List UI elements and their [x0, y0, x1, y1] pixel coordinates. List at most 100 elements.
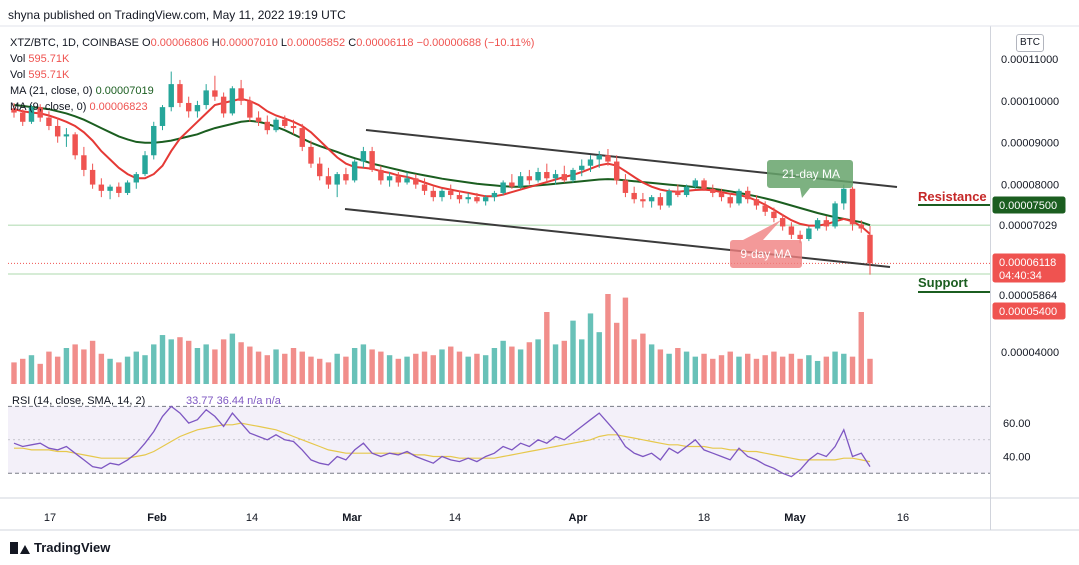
candle-body	[762, 205, 768, 212]
ma21-callout-bubble	[767, 160, 853, 198]
volume-bar	[692, 356, 699, 384]
candle-body	[692, 180, 699, 187]
candle-body	[736, 190, 742, 204]
volume-bar	[849, 356, 856, 384]
volume-bar	[500, 340, 506, 384]
candle-body	[238, 88, 244, 101]
volume-bar	[753, 358, 760, 384]
x-tick-label: 14	[449, 512, 461, 524]
volume-bar	[404, 356, 410, 384]
volume-bar	[386, 355, 393, 384]
ma9-callout-label: 9-day MA	[740, 247, 791, 261]
volume-bar	[107, 358, 113, 384]
candle-body	[858, 224, 864, 229]
candle-body	[727, 197, 733, 204]
volume-bar	[168, 339, 174, 384]
candle-body	[587, 159, 594, 166]
candle-body	[63, 134, 70, 137]
candle-body	[605, 155, 611, 162]
volume-bar	[308, 356, 314, 384]
ma21-line	[13, 104, 871, 227]
support-label: Support	[918, 275, 968, 290]
volume-bar	[413, 353, 419, 384]
volume-bar	[535, 339, 541, 384]
candle-body	[290, 125, 297, 129]
candle-body	[46, 117, 52, 126]
candle-body	[351, 161, 358, 181]
vol1-label: Vol	[10, 53, 26, 65]
volume-bar	[421, 351, 428, 384]
x-tick-label: 18	[698, 512, 710, 524]
candle-body	[273, 119, 279, 131]
candle-body	[37, 107, 43, 118]
volume-bar	[474, 353, 480, 384]
volume-bar	[334, 353, 340, 384]
volume-bar	[360, 344, 367, 384]
volume-bar	[841, 353, 847, 384]
volume-bar	[72, 344, 78, 384]
volume-bar	[290, 348, 297, 384]
rsi-legend-values: 33.77 36.44 n/a n/a	[186, 395, 282, 407]
candle-body	[203, 90, 209, 106]
volume-bar	[797, 358, 803, 384]
ohlc-c: 0.00006118	[356, 37, 414, 49]
volume-bar	[613, 322, 620, 384]
vol-legend-1: Vol 595.71K	[10, 53, 69, 65]
volume-bar	[351, 348, 358, 384]
candle-body	[308, 146, 314, 164]
volume-bar	[395, 358, 402, 384]
vol1-value: 595.71K	[28, 53, 70, 65]
volume-bar	[596, 332, 602, 384]
candle-body	[832, 203, 838, 227]
volume-bar	[509, 346, 515, 384]
candle-body	[168, 84, 174, 108]
symbol-line: XTZ/BTC, 1D, COINBASE	[10, 37, 139, 49]
brand-label: TradingView	[34, 540, 111, 555]
volume-bar	[675, 348, 681, 384]
ma9-line	[13, 97, 871, 235]
candle-body	[89, 169, 96, 185]
candle-body	[81, 155, 87, 170]
candle-body	[20, 112, 26, 122]
volume-bar	[369, 349, 375, 384]
ma21-label: MA (21, close, 0)	[10, 85, 93, 97]
volume-bar	[28, 355, 35, 384]
currency-button[interactable]: BTC	[1016, 34, 1044, 52]
candle-body	[247, 100, 253, 118]
volume-bar	[212, 349, 218, 384]
rsi-tick-label: 40.00	[1003, 452, 1031, 464]
volume-bar	[151, 344, 157, 384]
volume-bar	[710, 358, 716, 384]
ohlc-c-label: C	[348, 37, 357, 49]
volume-bar	[317, 358, 323, 384]
volume-bar	[779, 356, 786, 384]
candle-body	[386, 176, 393, 181]
volume-bar	[194, 348, 201, 384]
candle-body	[107, 186, 113, 191]
candle-body	[753, 199, 760, 206]
tradingview-brand[interactable]: TradingView	[10, 540, 110, 555]
candle-body	[98, 184, 105, 191]
price-axis-label-bg	[992, 253, 1066, 283]
x-tick-label: 17	[44, 512, 56, 524]
volume-bar	[247, 346, 253, 384]
candle-body	[867, 234, 873, 264]
ohlc-o-label: O	[142, 37, 151, 49]
candle-body	[517, 176, 524, 187]
candle-body	[640, 199, 646, 202]
volume-bar	[762, 355, 768, 384]
volume-bar	[579, 339, 585, 384]
candle-body	[570, 169, 576, 181]
candle-body	[448, 190, 454, 196]
tradingview-logo-icon	[10, 541, 30, 554]
ma21-callout-label: 21-day MA	[782, 167, 840, 181]
candle-body	[439, 190, 445, 198]
volume-bar	[491, 348, 498, 384]
candle-body	[526, 176, 533, 181]
x-tick-label: 16	[897, 512, 909, 524]
candle-body	[683, 186, 690, 196]
candle-body	[823, 220, 830, 227]
price-axis-label: 0.00005864	[999, 290, 1057, 302]
price-axis-label: 0.00006118	[999, 257, 1056, 269]
